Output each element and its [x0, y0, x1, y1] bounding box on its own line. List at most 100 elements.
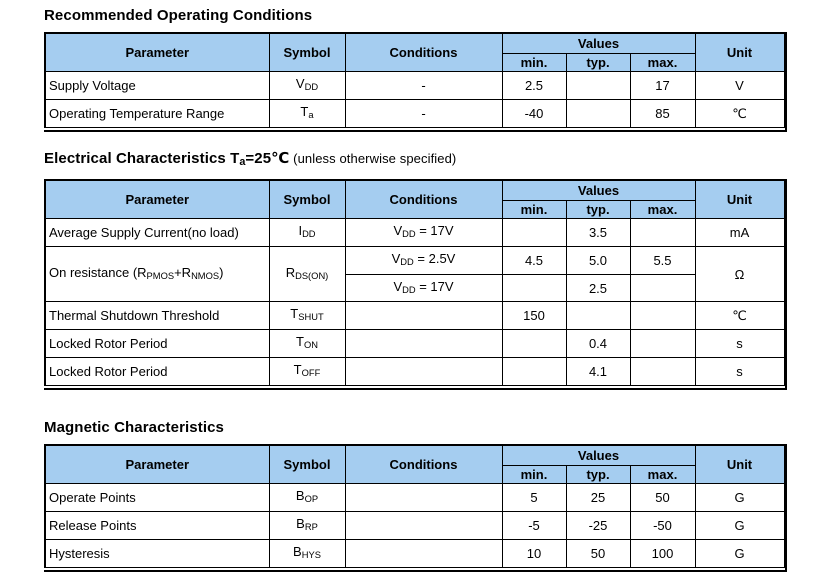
- cell-parameter: Average Supply Current(no load): [44, 217, 270, 247]
- col-header-typ: typ.: [565, 465, 631, 485]
- cell-conditions: VDD = 17V: [344, 273, 503, 303]
- cell-max: [629, 301, 696, 331]
- cell-unit: G: [694, 483, 785, 512]
- subscript-text: DS(ON): [295, 270, 329, 281]
- subscript-text: SHUT: [298, 312, 324, 323]
- text-segment: Operating Temperature Range: [49, 105, 225, 121]
- col-header-unit: Unit: [694, 32, 785, 72]
- cell-typ: [565, 98, 631, 128]
- cell-parameter: Locked Rotor Period: [44, 329, 270, 359]
- cell-min: 4.5: [501, 245, 567, 275]
- text-segment: V: [295, 76, 305, 91]
- cell-min: 2.5: [501, 71, 567, 100]
- cell-max: [629, 217, 696, 247]
- cell-symbol: Ta: [268, 98, 346, 128]
- col-header-typ: typ.: [565, 53, 631, 72]
- table-row: Locked Rotor Period TON 0.4 s: [44, 329, 785, 359]
- section-recommended-operating-conditions: Recommended Operating Conditions Paramete…: [44, 6, 826, 132]
- table-row: Release Points BRP -5 -25 -50 G: [44, 510, 785, 540]
- col-header-min: min.: [501, 199, 567, 219]
- table-row: Operate Points BOP 5 25 50 G: [44, 483, 785, 512]
- table-row: Operating Temperature Range Ta - -40 85 ℃: [44, 98, 785, 128]
- col-header-max: max.: [629, 465, 696, 485]
- cell-parameter: Hysteresis: [44, 538, 270, 568]
- cell-conditions: [344, 510, 503, 540]
- text-segment: =25℃: [245, 149, 290, 167]
- table-electrical-characteristics: Parameter Symbol Conditions Values Unit min. t…: [44, 178, 785, 387]
- cell-unit: s: [694, 357, 785, 387]
- cell-max: 50: [629, 483, 696, 512]
- cell-conditions: -: [344, 71, 503, 100]
- cell-unit: ℃: [694, 301, 785, 331]
- text-segment: = 2.5V: [413, 250, 456, 266]
- subscript-text: DD: [304, 81, 319, 92]
- text-segment: I: [298, 222, 303, 238]
- col-header-max: max.: [629, 199, 696, 219]
- table-row: On resistance (RPMOS+RNMOS) RDS(ON) VDD = …: [44, 245, 785, 303]
- col-header-conditions: Conditions: [344, 179, 503, 219]
- subscript-text: HYS: [301, 549, 321, 560]
- cell-symbol: RDS(ON): [268, 245, 346, 303]
- col-header-unit: Unit: [694, 444, 785, 485]
- cell-symbol: BHYS: [268, 538, 346, 568]
- subscript-text: a: [308, 109, 314, 120]
- table-row: Average Supply Current(no load) IDD VDD = …: [44, 217, 785, 247]
- text-segment: ): [219, 264, 224, 280]
- text-segment: Supply Voltage: [49, 77, 136, 93]
- col-header-unit: Unit: [694, 179, 785, 219]
- col-header-min: min.: [501, 53, 567, 72]
- cell-parameter: Thermal Shutdown Threshold: [44, 301, 270, 331]
- table-wrap-magnetic-characteristics: Parameter Symbol Conditions Values Unit min. t…: [44, 444, 787, 572]
- cell-min: [501, 217, 567, 247]
- cell-parameter: Release Points: [44, 510, 270, 540]
- cell-max: [629, 329, 696, 359]
- text-segment: Release Points: [49, 517, 137, 533]
- table-row: Thermal Shutdown Threshold TSHUT 150 ℃: [44, 301, 785, 331]
- col-header-parameter: Parameter: [44, 444, 270, 485]
- cell-typ: 50: [565, 538, 631, 568]
- cell-typ: 0.4: [565, 329, 631, 359]
- subscript-text: PMOS: [146, 270, 175, 281]
- col-header-typ: typ.: [565, 199, 631, 219]
- text-segment: Recommended Operating Conditions: [44, 7, 313, 24]
- table-row: Hysteresis BHYS 10 50 100 G: [44, 538, 785, 568]
- cell-unit: G: [694, 510, 785, 540]
- text-segment: B: [293, 543, 302, 559]
- section-electrical-characteristics: Electrical Characteristics Ta=25℃ (unles…: [44, 149, 826, 391]
- cell-unit: ℃: [694, 98, 785, 128]
- col-header-symbol: Symbol: [268, 444, 346, 485]
- cell-typ: 4.1: [565, 357, 631, 387]
- text-segment: B: [295, 488, 305, 504]
- cell-unit: V: [694, 71, 785, 100]
- cell-max: 85: [629, 98, 696, 128]
- cell-max: 100: [629, 538, 696, 568]
- section-title-electrical-characteristics: Electrical Characteristics Ta=25℃ (unles…: [44, 149, 826, 172]
- cell-symbol: TSHUT: [268, 301, 346, 331]
- cell-symbol: VDD: [268, 71, 346, 100]
- text-segment: Thermal Shutdown Threshold: [49, 308, 220, 324]
- subscript-text: a: [239, 155, 246, 168]
- cell-symbol: IDD: [268, 217, 346, 247]
- col-header-symbol: Symbol: [268, 179, 346, 219]
- subscript-text: ON: [303, 340, 318, 351]
- table-row: Locked Rotor Period TOFF 4.1 s: [44, 357, 785, 387]
- col-header-values: Values: [501, 179, 696, 201]
- subscript-text: OFF: [301, 368, 321, 379]
- cell-typ: [565, 301, 631, 331]
- cell-symbol: TOFF: [268, 357, 346, 387]
- cell-typ: 3.5: [565, 217, 631, 247]
- cell-min: -5: [501, 510, 567, 540]
- subscript-text: NMOS: [191, 270, 220, 281]
- cell-conditions: [344, 329, 503, 359]
- text-segment: Average Supply Current(no load): [49, 224, 239, 240]
- cell-min: [501, 357, 567, 387]
- col-header-values: Values: [501, 444, 696, 467]
- text-segment: +R: [174, 264, 192, 280]
- text-segment: V: [393, 222, 403, 238]
- cell-parameter: Operating Temperature Range: [44, 98, 270, 128]
- text-segment: V: [391, 250, 401, 266]
- cell-typ: 25: [565, 483, 631, 512]
- cell-symbol: BRP: [268, 510, 346, 540]
- subscript-text: OP: [304, 493, 319, 504]
